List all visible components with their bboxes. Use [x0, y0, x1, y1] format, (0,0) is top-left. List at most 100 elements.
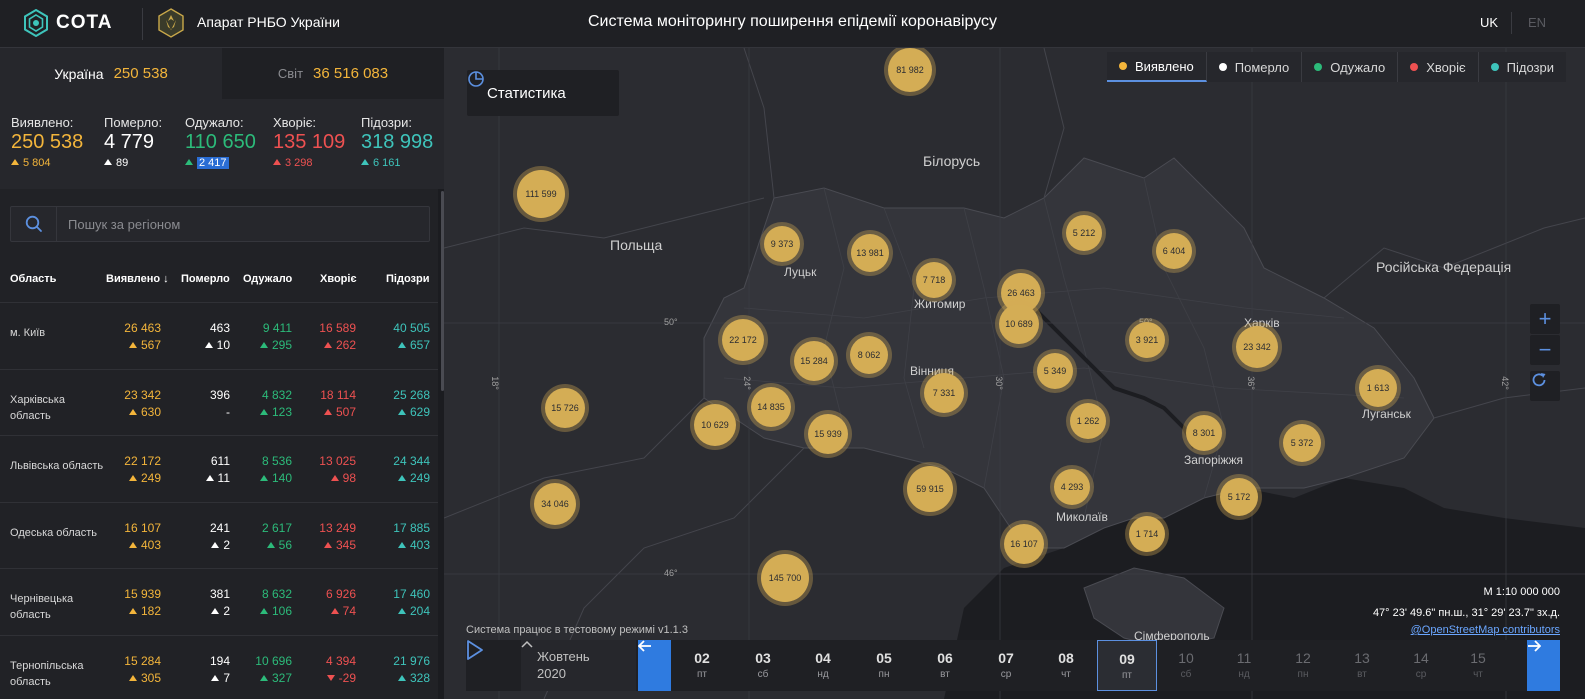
- day-07[interactable]: 07 ср: [976, 640, 1036, 691]
- day-weekday: сб: [1180, 669, 1192, 680]
- map-cluster[interactable]: 5 349: [1037, 353, 1073, 389]
- play-button[interactable]: [466, 640, 516, 691]
- table-row[interactable]: Одеська область 16 107 403 241 2 2 617 56 13 24…: [0, 503, 438, 569]
- col-region[interactable]: Область: [10, 273, 57, 285]
- map-cluster[interactable]: 23 342: [1236, 326, 1278, 368]
- map-cluster[interactable]: 145 700: [761, 554, 809, 602]
- map-cluster[interactable]: 13 981: [851, 234, 889, 272]
- map-cluster[interactable]: 8 062: [850, 336, 888, 374]
- legend-recovered[interactable]: Одужало: [1302, 52, 1399, 82]
- col-suspected[interactable]: Підозри: [386, 273, 430, 285]
- day-03[interactable]: 03 сб: [733, 640, 793, 691]
- map-cluster[interactable]: 5 372: [1283, 424, 1321, 462]
- map-view[interactable]: 50° 50° 46° 18° 24° 30° 36° 42° Білорусь…: [444, 48, 1585, 699]
- map-cluster[interactable]: 10 689: [999, 304, 1039, 344]
- map-cluster[interactable]: 81 982: [888, 48, 932, 92]
- map-cluster[interactable]: 15 284: [794, 341, 834, 381]
- day-11[interactable]: 11 нд: [1214, 640, 1274, 691]
- test-mode-notice: Система працює в тестовому режимі v1.1.3: [466, 624, 688, 636]
- day-12[interactable]: 12 пн: [1273, 640, 1333, 691]
- map-cluster[interactable]: 15 939: [808, 414, 848, 454]
- detected-cell: 23 342 630: [124, 388, 161, 419]
- reset-view-button[interactable]: [1530, 371, 1560, 401]
- total-sick-value: 135 109: [273, 131, 346, 153]
- map-coordinates: 47° 23' 49.6" пн.ш., 31° 29' 23.7" зх.д.: [1372, 607, 1560, 619]
- map-cluster[interactable]: 5 172: [1220, 478, 1258, 516]
- col-sick[interactable]: Хворіє: [320, 273, 357, 285]
- map-cluster[interactable]: 16 107: [1004, 524, 1044, 564]
- day-weekday: пн: [878, 669, 890, 680]
- month-selector[interactable]: Жовтень 2020: [521, 640, 636, 691]
- col-detected[interactable]: Виявлено ↓: [106, 273, 169, 285]
- statistics-button[interactable]: Статистика: [467, 70, 619, 116]
- prev-day-button[interactable]: [638, 640, 671, 691]
- arrow-up-icon: [397, 674, 406, 681]
- list-scrollbar[interactable]: [438, 189, 444, 699]
- map-cluster[interactable]: 1 613: [1359, 369, 1397, 407]
- map-cluster[interactable]: 7 718: [916, 262, 952, 298]
- map-cluster[interactable]: 111 599: [517, 170, 565, 218]
- lang-en-button[interactable]: EN: [1528, 15, 1547, 30]
- tab-world[interactable]: Світ 36 516 083: [222, 48, 444, 99]
- map-cluster[interactable]: 14 835: [751, 387, 791, 427]
- recovered-value: 2 617: [261, 520, 292, 535]
- list-scrollbar-thumb[interactable]: [441, 191, 444, 391]
- arrow-up-icon: [259, 608, 268, 614]
- map-cluster[interactable]: 7 331: [924, 373, 964, 413]
- map-cluster[interactable]: 1 262: [1070, 403, 1106, 439]
- day-04[interactable]: 04 нд: [793, 640, 853, 691]
- map-cluster[interactable]: 5 212: [1066, 215, 1102, 251]
- day-02[interactable]: 02 пт: [672, 640, 732, 691]
- legend-died[interactable]: Померло: [1207, 52, 1303, 82]
- map-cluster[interactable]: 3 921: [1129, 322, 1165, 358]
- arrow-up-icon: [128, 342, 137, 348]
- day-14[interactable]: 14 ср: [1391, 640, 1451, 691]
- table-row[interactable]: Чернівецька область 15 939 182 381 2 8 632 106…: [0, 569, 438, 636]
- day-06[interactable]: 06 вт: [915, 640, 975, 691]
- detected-delta-value: 305: [140, 670, 161, 685]
- day-15[interactable]: 15 чт: [1448, 640, 1508, 691]
- table-row[interactable]: м. Київ 26 463 567 463 10 9 411 295 16 589 262 40…: [0, 303, 438, 370]
- search-input[interactable]: [57, 208, 429, 240]
- recovered-cell: 8 632 106: [259, 587, 292, 618]
- map-cluster[interactable]: 4 293: [1054, 469, 1090, 505]
- legend-suspected[interactable]: Підозри: [1479, 52, 1566, 82]
- map-cluster[interactable]: 9 373: [764, 226, 800, 262]
- map-cluster[interactable]: 59 915: [907, 466, 953, 512]
- map-cluster[interactable]: 34 046: [534, 483, 576, 525]
- day-10[interactable]: 10 сб: [1156, 640, 1216, 691]
- died-value: 241: [209, 520, 230, 535]
- osm-attribution-link[interactable]: @OpenStreetMap contributors: [1410, 624, 1560, 636]
- map-cluster[interactable]: 8 301: [1186, 415, 1222, 451]
- day-13[interactable]: 13 вт: [1332, 640, 1392, 691]
- map-cluster[interactable]: 1 714: [1129, 516, 1165, 552]
- table-row[interactable]: Львівська область 22 172 249 611 11 8 536 140 1…: [0, 436, 438, 503]
- zoom-out-button[interactable]: −: [1530, 335, 1560, 365]
- tab-ukraine[interactable]: Україна 250 538: [0, 48, 222, 99]
- next-day-button[interactable]: [1527, 640, 1560, 691]
- day-05[interactable]: 05 пн: [854, 640, 914, 691]
- lang-uk-button[interactable]: UK: [1480, 15, 1499, 30]
- map-cluster[interactable]: 6 404: [1156, 233, 1192, 269]
- grid-label-lat50-a: 50°: [664, 317, 678, 327]
- cota-logo[interactable]: COTA: [22, 9, 112, 37]
- died-cell: 194 7: [210, 654, 230, 685]
- map-cluster[interactable]: 10 629: [694, 404, 736, 446]
- col-died[interactable]: Померло: [181, 273, 230, 285]
- legend-sick[interactable]: Хворіє: [1398, 52, 1479, 82]
- zoom-in-button[interactable]: +: [1530, 304, 1560, 334]
- detected-value: 22 172: [124, 454, 161, 468]
- map-cluster[interactable]: 15 726: [545, 388, 585, 428]
- day-09[interactable]: 09 пт: [1097, 640, 1157, 691]
- table-row[interactable]: Харківська область 23 342 630 396 - 4 832 123 1…: [0, 370, 438, 436]
- map-cluster[interactable]: 22 172: [722, 319, 764, 361]
- legend-detected[interactable]: Виявлено: [1106, 52, 1207, 82]
- arrow-up-icon: [330, 608, 339, 614]
- col-recovered[interactable]: Одужало: [243, 273, 293, 285]
- recovered-value: 8 536: [261, 454, 292, 468]
- arrow-up-icon: [397, 608, 406, 614]
- day-08[interactable]: 08 чт: [1036, 640, 1096, 691]
- table-row[interactable]: Тернопільська область 15 284 305 194 7 10 696…: [0, 636, 438, 699]
- region-name: Харківська область: [10, 393, 65, 422]
- search-button[interactable]: [11, 207, 57, 241]
